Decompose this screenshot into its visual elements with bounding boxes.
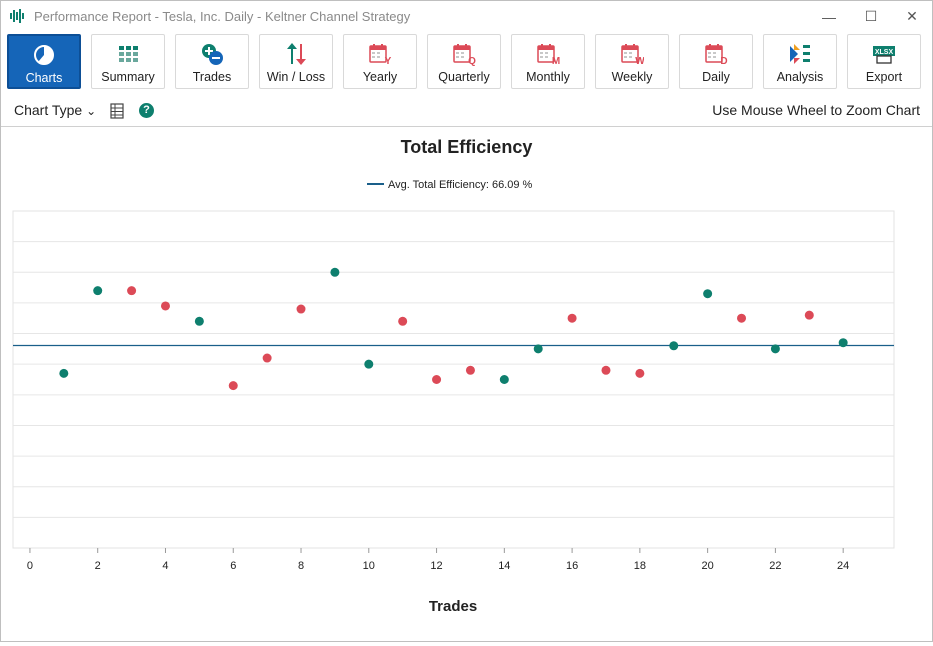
x-tick-label: 6 (230, 560, 236, 572)
svg-text:Y: Y (385, 56, 392, 66)
x-tick-label: 14 (498, 560, 510, 572)
x-tick-label: 2 (95, 560, 101, 572)
calendar-q-icon: Q (453, 44, 476, 66)
maximize-button[interactable]: ☐ (864, 8, 878, 24)
calendar-y-icon: Y (369, 44, 392, 66)
losing-trade-point (398, 316, 408, 326)
svg-text:W: W (635, 56, 644, 66)
losing-trade-point (804, 310, 814, 320)
x-tick-label: 22 (769, 560, 781, 572)
up-down-arrows-icon (287, 43, 306, 65)
analysis-icon (790, 44, 810, 64)
win-loss-button[interactable]: Win / Loss (259, 34, 333, 89)
losing-trade-point (567, 313, 577, 323)
winning-trade-point (669, 341, 679, 351)
winning-trade-point (59, 368, 69, 378)
minimize-button[interactable]: — (822, 8, 836, 25)
legend-label: Avg. Total Efficiency: 66.09 % (388, 179, 533, 191)
chart-title: Total Efficiency (401, 137, 533, 157)
x-tick-label: 16 (566, 560, 578, 572)
winning-trade-point (838, 338, 848, 348)
losing-trade-point (737, 313, 747, 323)
winning-trade-point (194, 316, 204, 326)
button-label: Quarterly (438, 70, 490, 84)
x-tick-label: 18 (634, 560, 646, 572)
button-label: Summary (101, 70, 155, 84)
daily-button[interactable]: D Daily (679, 34, 753, 89)
close-button[interactable]: ✕ (906, 8, 918, 24)
button-label: Monthly (526, 70, 570, 84)
x-tick-label: 0 (27, 560, 33, 572)
x-tick-label: 8 (298, 560, 304, 572)
calendar-d-icon: D (705, 44, 728, 66)
monthly-button[interactable]: M Monthly (511, 34, 585, 89)
grid-icon (119, 46, 138, 62)
calendar-w-icon: W (621, 44, 644, 66)
quarterly-button[interactable]: Q Quarterly (427, 34, 501, 89)
efficiency-chart[interactable]: Total Efficiency Avg. Total Efficiency: 6… (1, 127, 932, 641)
svg-text:M: M (552, 56, 560, 66)
winning-trade-point (770, 344, 780, 354)
plus-minus-icon (202, 44, 223, 65)
svg-text:XLSX: XLSX (875, 49, 894, 56)
svg-text:D: D (720, 56, 727, 66)
button-label: Win / Loss (266, 70, 326, 84)
button-label: Analysis (776, 70, 824, 84)
window-title: Performance Report - Tesla, Inc. Daily -… (34, 9, 411, 24)
yearly-button[interactable]: Y Yearly (343, 34, 417, 89)
button-label: Weekly (611, 70, 653, 84)
plot-border (12, 210, 895, 549)
winning-trade-point (533, 344, 543, 354)
chevron-down-icon: ⌄ (86, 104, 97, 118)
losing-trade-point (601, 365, 611, 375)
calendar-m-icon: M (537, 44, 560, 66)
toolbar: Charts Summary Trades Win / Loss Y Yearly Q Qua… (1, 32, 932, 94)
title-bar: Performance Report - Tesla, Inc. Daily -… (1, 1, 932, 32)
svg-text:Q: Q (468, 56, 476, 66)
button-label: Export (865, 70, 903, 84)
x-tick-label: 4 (162, 560, 168, 572)
losing-trade-point (262, 353, 272, 363)
analysis-button[interactable]: Analysis (763, 34, 837, 89)
help-icon[interactable]: ? (139, 103, 154, 118)
button-label: Charts (25, 71, 63, 85)
winning-trade-point (499, 375, 509, 384)
losing-trade-point (465, 365, 475, 375)
charts-button[interactable]: Charts (7, 34, 81, 89)
button-label: Daily (702, 70, 730, 84)
zoom-hint: Use Mouse Wheel to Zoom Chart (712, 102, 920, 118)
summary-button[interactable]: Summary (91, 34, 165, 89)
weekly-button[interactable]: W Weekly (595, 34, 669, 89)
data-table-icon[interactable] (110, 103, 124, 119)
trades-button[interactable]: Trades (175, 34, 249, 89)
chart-options-bar: Chart Type ⌄ ? Use Mouse Wheel to Zoom C… (1, 96, 932, 127)
pie-chart-icon (34, 45, 54, 65)
losing-trade-point (127, 286, 137, 296)
winning-trade-point (93, 286, 103, 296)
x-tick-label: 12 (430, 560, 442, 572)
winning-trade-point (330, 267, 340, 277)
chart-type-label: Chart Type (14, 102, 83, 118)
chart-type-dropdown[interactable]: Chart Type ⌄ (14, 102, 96, 118)
winning-trade-point (364, 359, 374, 369)
button-label: Trades (192, 70, 232, 84)
losing-trade-point (228, 381, 238, 391)
chart-area: Total Efficiency Avg. Total Efficiency: 6… (1, 127, 932, 641)
losing-trade-point (296, 304, 306, 314)
x-axis-label: Trades (429, 598, 477, 615)
export-button[interactable]: XLSX Export (847, 34, 921, 89)
app-logo-icon (10, 9, 24, 23)
x-tick-label: 24 (837, 560, 849, 572)
losing-trade-point (432, 375, 442, 384)
x-tick-label: 20 (702, 560, 714, 572)
losing-trade-point (635, 368, 645, 378)
xlsx-icon: XLSX (873, 46, 895, 64)
winning-trade-point (703, 289, 713, 299)
button-label: Yearly (362, 70, 398, 84)
x-tick-label: 10 (363, 560, 375, 572)
losing-trade-point (160, 301, 170, 311)
